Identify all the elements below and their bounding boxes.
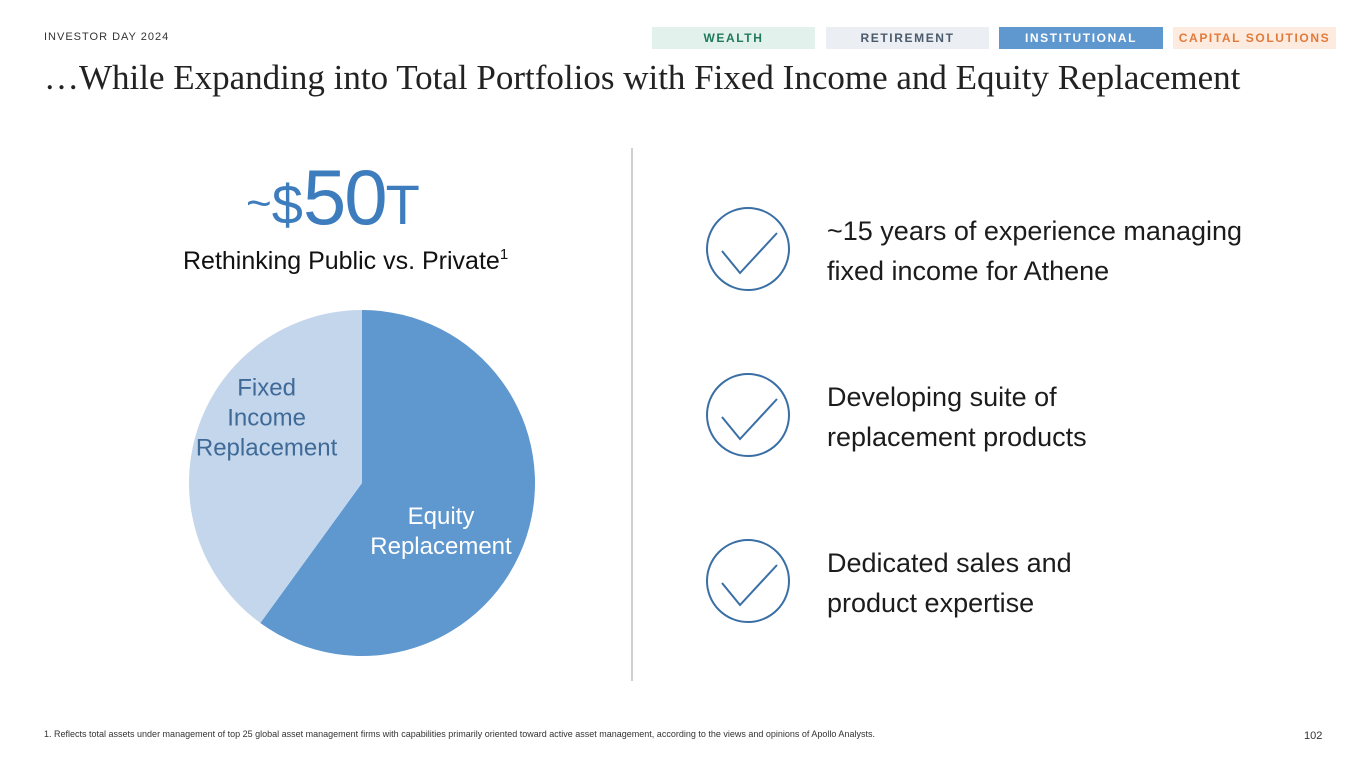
segment-tab-institutional[interactable]: INSTITUTIONAL (999, 27, 1163, 49)
segment-nav: WEALTH RETIREMENT INSTITUTIONAL CAPITAL … (0, 27, 1365, 49)
pie-slice-1 (188, 310, 362, 623)
stat-caption: Rethinking Public vs. Private1 (183, 246, 508, 276)
checklist-text-1: ~15 years of experience managing fixed i… (827, 211, 1307, 291)
checklist-text-2: Developing suite of replacement products (827, 377, 1307, 457)
stat-unit: T (385, 173, 420, 236)
footnote: 1. Reflects total assets under managemen… (44, 729, 875, 739)
segment-tab-retirement[interactable]: RETIREMENT (826, 27, 989, 49)
stat-currency: $ (271, 173, 303, 236)
checkmark-circle-icon (706, 539, 790, 623)
vertical-divider (631, 148, 633, 681)
checklist-line: Dedicated sales and (827, 548, 1072, 578)
pie-slice-label: Fixed (237, 374, 296, 401)
segment-tab-capital-solutions[interactable]: CAPITAL SOLUTIONS (1173, 27, 1336, 49)
checklist-line: fixed income for Athene (827, 256, 1110, 286)
checklist-line: Developing suite of (827, 382, 1057, 412)
checkmark-circle-icon (706, 207, 790, 291)
market-size-stat: ~$50T (246, 154, 420, 240)
checklist-item-3: Dedicated sales and product expertise (705, 538, 1305, 624)
slide-title: …While Expanding into Total Portfolios w… (44, 58, 1241, 97)
segment-tab-wealth[interactable]: WEALTH (652, 27, 815, 49)
event-label: INVESTOR DAY 2024 (44, 31, 170, 43)
pie-slice-label: Replacement (196, 434, 338, 461)
stat-approx: ~ (246, 179, 272, 228)
pie-slice-0 (260, 310, 535, 656)
checklist-item-2: Developing suite of replacement products (705, 372, 1305, 458)
pie-slice-label: Income (227, 404, 306, 431)
checklist-line: ~15 years of experience managing (827, 216, 1243, 246)
checklist-line: product expertise (827, 588, 1035, 618)
checklist-item-1: ~15 years of experience managing fixed i… (705, 206, 1305, 292)
pie-slice-label: Replacement (370, 533, 512, 560)
footnote-ref: 1 (499, 246, 509, 263)
checkmark-circle-icon (706, 373, 790, 457)
pie-slice-label: Equity (408, 503, 475, 530)
checklist-text-3: Dedicated sales and product expertise (827, 543, 1307, 623)
stat-caption-text: Rethinking Public vs. Private (183, 247, 500, 275)
stat-value: 50 (302, 153, 388, 241)
checklist-line: replacement products (827, 422, 1087, 452)
page-number: 102 (1304, 730, 1323, 742)
